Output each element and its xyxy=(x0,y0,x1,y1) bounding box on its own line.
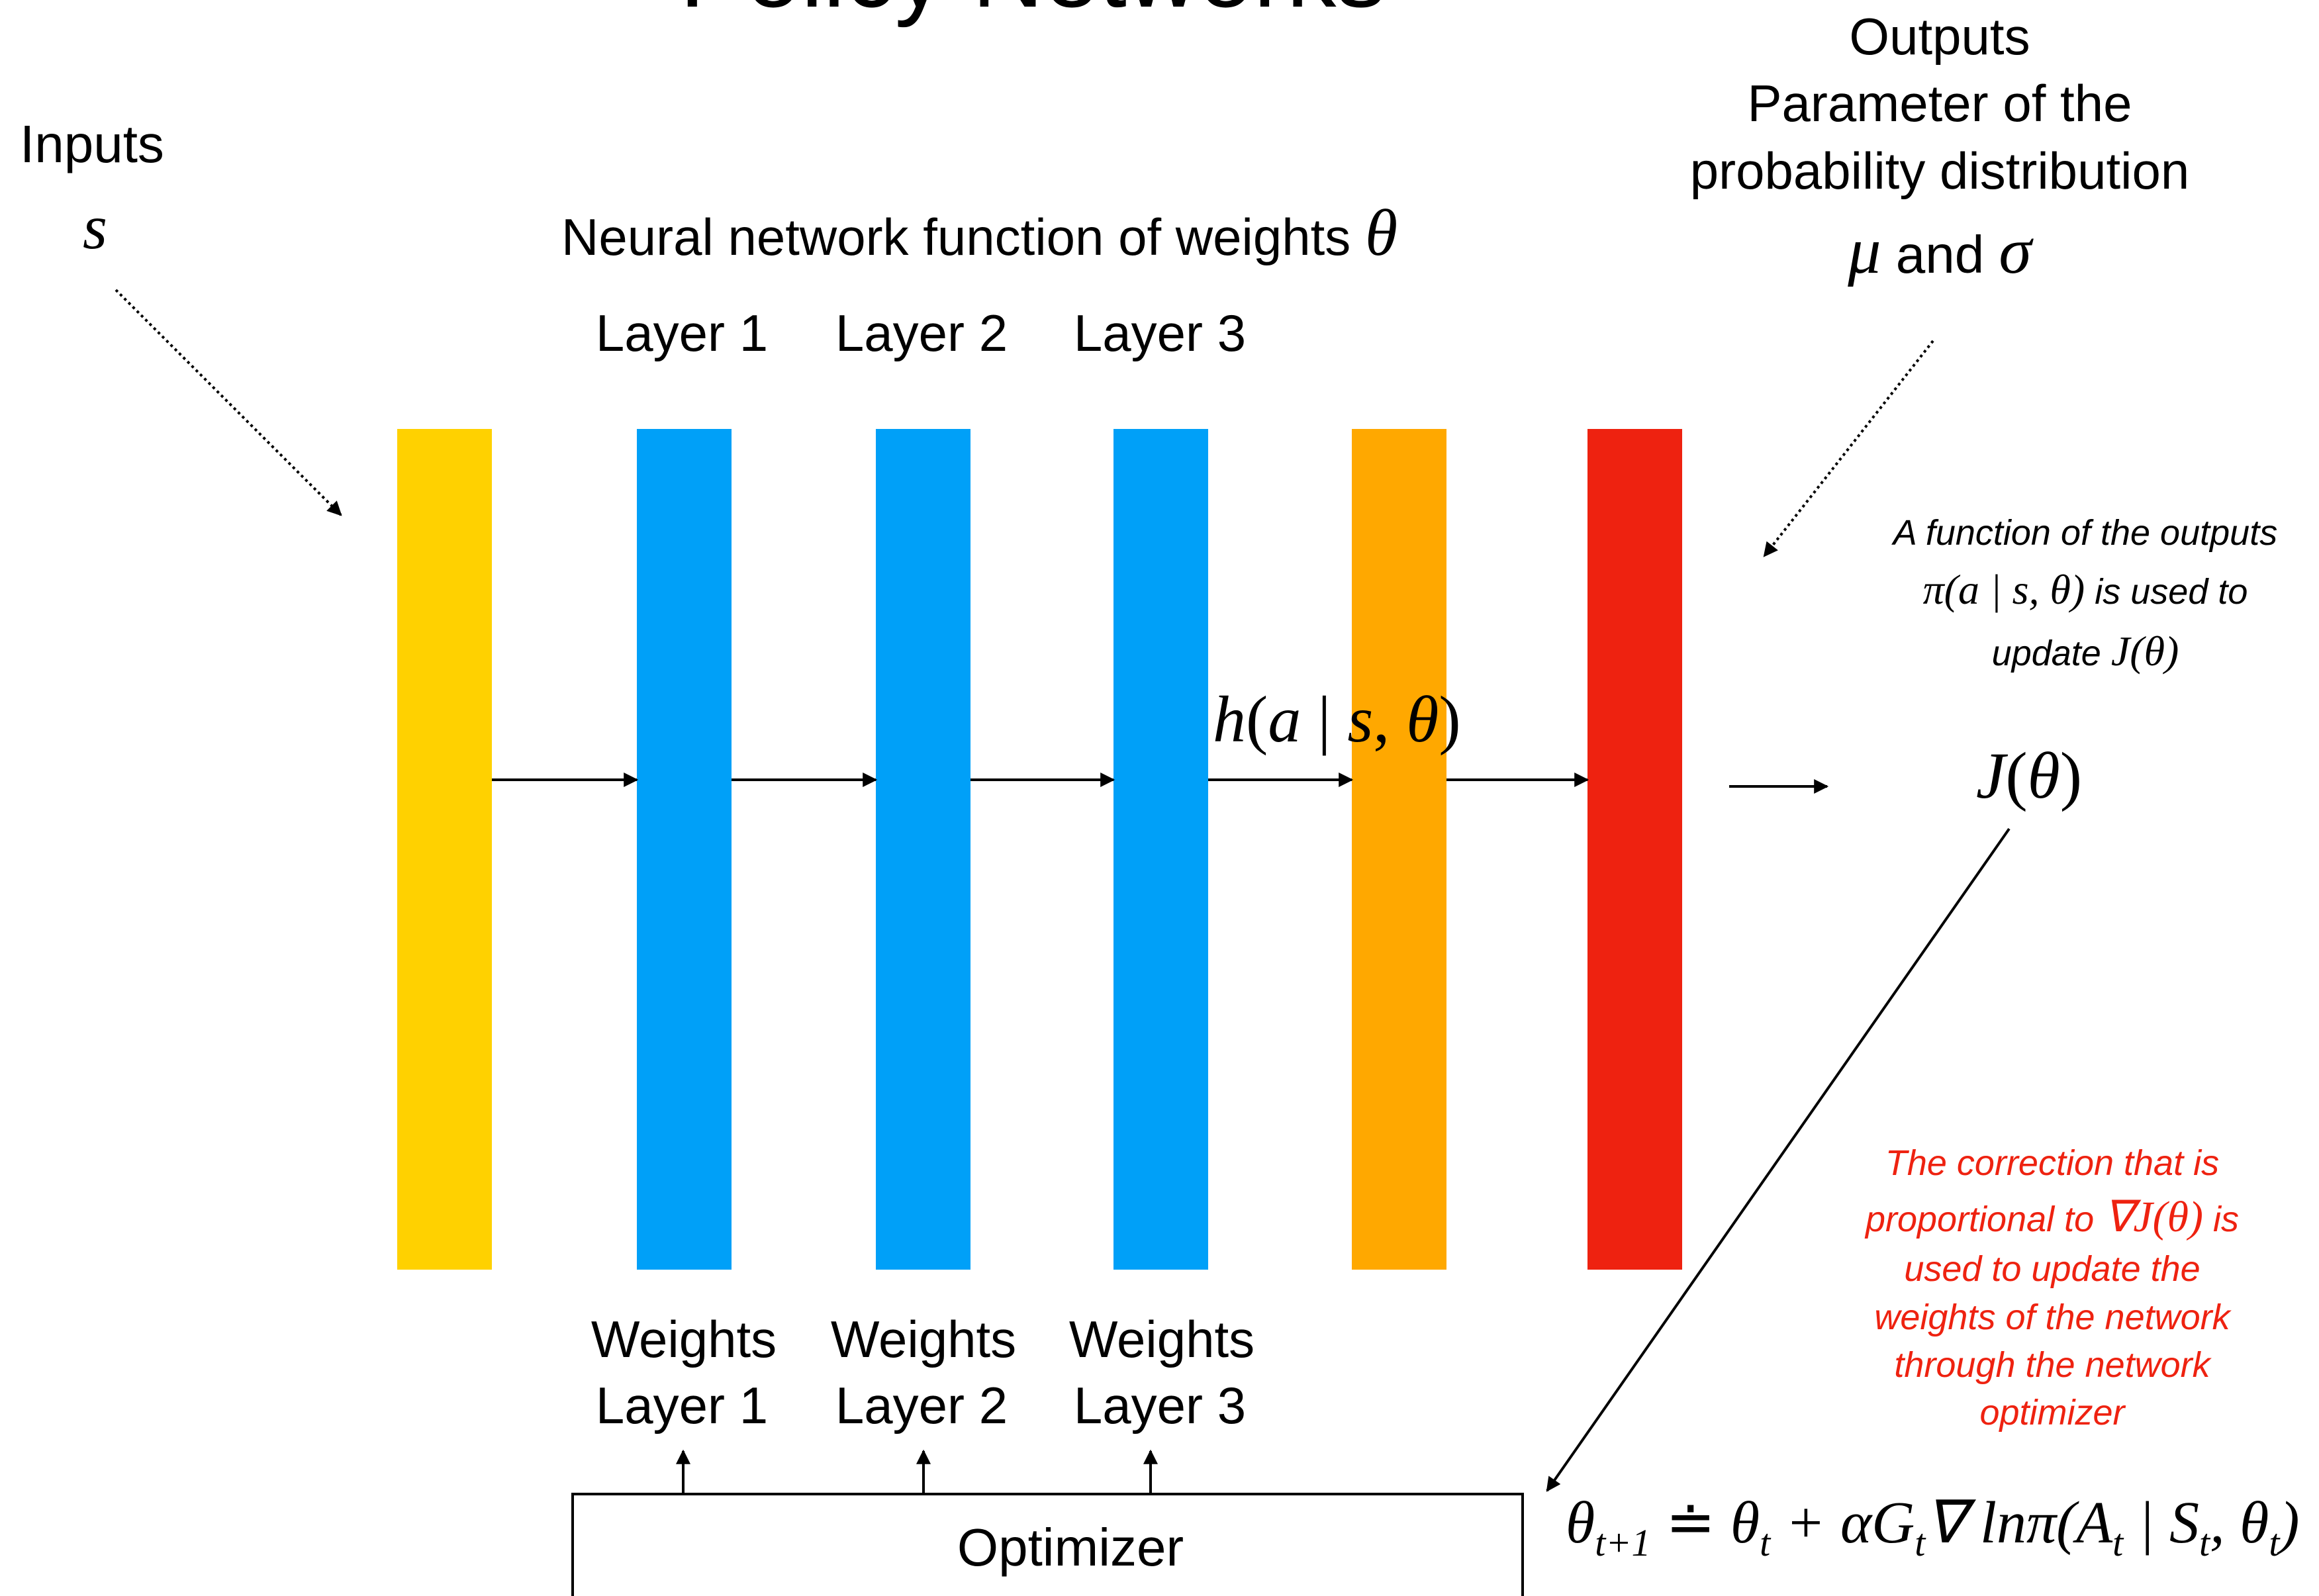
outputs-line2: Parameter of the xyxy=(1748,74,2132,132)
layer-1-label: Layer 1 xyxy=(596,304,768,362)
outputs-note-line2: π(a | s, θ) is used to xyxy=(1923,566,2248,613)
correction-note-line5: through the network xyxy=(1894,1345,2212,1385)
correction-note-line4: weights of the network xyxy=(1874,1297,2232,1337)
optimizer-label: Optimizer xyxy=(957,1518,1184,1577)
and-word: and xyxy=(1896,225,1999,284)
hidden-layer-1-bar xyxy=(637,429,732,1270)
objective-label: J(θ) xyxy=(1976,739,2082,812)
eq-grad-ln-pi: ∇ lnπ(A xyxy=(1925,1490,2113,1556)
j-theta-symbol: θ xyxy=(2028,739,2060,812)
layer-2-label: Layer 2 xyxy=(835,304,1008,362)
h-function-label: h(a | s, θ) xyxy=(1213,682,1461,756)
correction-note-line2-end: is xyxy=(2213,1199,2239,1239)
weights-layer-3-line2: Layer 3 xyxy=(1074,1376,1246,1434)
inputs-symbol: s xyxy=(83,192,107,262)
weights-layer-3-line1: Weights xyxy=(1069,1310,1254,1368)
eq-bar-s: | S xyxy=(2123,1490,2199,1556)
diagram-title: Policy Networks xyxy=(680,0,1386,28)
correction-note-line2-text: proportional to xyxy=(1864,1199,2104,1239)
outputs-note-pi-math: π(a | s, θ) xyxy=(1923,566,2085,613)
hidden-layer-3-bar xyxy=(1113,429,1208,1270)
weights-layer-1-line2: Layer 1 xyxy=(596,1376,768,1434)
eq-theta: θ xyxy=(1566,1490,1595,1556)
eq-plus-alpha-g: + αG xyxy=(1770,1490,1915,1556)
correction-note-grad-math: ∇J(θ) xyxy=(2104,1193,2203,1241)
h-symbol: h xyxy=(1213,682,1246,756)
h-close-paren: ) xyxy=(1439,682,1460,756)
correction-note-line6: optimizer xyxy=(1979,1393,2126,1432)
h-open-paren: ( xyxy=(1246,682,1268,756)
h-bar: | xyxy=(1301,682,1347,756)
weights-layer-1-line1: Weights xyxy=(591,1310,777,1368)
network-label-text: Neural network function of weights xyxy=(561,208,1365,266)
correction-note-line2: proportional to ∇J(θ) is xyxy=(1864,1193,2239,1241)
outputs-line1: Outputs xyxy=(1849,7,2030,66)
eq-doteq: ≐ xyxy=(1650,1490,1730,1556)
eq-sub-t6: t xyxy=(2269,1521,2281,1564)
hidden-layer-2-bar xyxy=(876,429,970,1270)
eq-sub-t4: t xyxy=(2112,1521,2124,1564)
outputs-note-line1: A function of the outputs xyxy=(1891,513,2277,553)
eq-sub-t1: t+1 xyxy=(1595,1521,1650,1564)
outputs-line3: probability distribution xyxy=(1690,142,2189,200)
h-s-symbol: s xyxy=(1347,682,1373,756)
outputs-note-j-math: J(θ) xyxy=(2111,628,2179,675)
inputs-dotted-arrow xyxy=(115,289,342,516)
j-open-paren: ( xyxy=(2005,739,2027,812)
h-theta-symbol: θ xyxy=(1406,682,1439,756)
output-layer-bar xyxy=(1587,429,1682,1270)
inputs-label: Inputs xyxy=(20,115,164,173)
weights-layer-2-line1: Weights xyxy=(831,1310,1016,1368)
pre-output-layer-bar xyxy=(1352,429,1446,1270)
eq-theta2: θ xyxy=(1730,1490,1760,1556)
correction-note-line3: used to update the xyxy=(1904,1249,2200,1289)
outputs-params: μ and σ xyxy=(1847,214,2034,287)
j-symbol: J xyxy=(1976,739,2009,812)
h-comma: , xyxy=(1373,682,1406,756)
weights-layer-2-line2: Layer 2 xyxy=(835,1376,1008,1434)
network-label: Neural network function of weights θ xyxy=(561,196,1397,269)
objective-to-update-arrow xyxy=(1546,827,2011,1492)
eq-sub-t2: t xyxy=(1760,1521,1772,1564)
eq-sub-t5: t xyxy=(2199,1521,2211,1564)
input-layer-bar xyxy=(397,429,492,1270)
layer-3-label: Layer 3 xyxy=(1074,304,1246,362)
j-close-paren: ) xyxy=(2060,739,2082,812)
correction-note-line1: The correction that is xyxy=(1885,1143,2219,1183)
update-rule-equation: θt+1 ≐ θt + αGt∇ lnπ(At | St, θt) xyxy=(1566,1490,2299,1564)
optimizer-box xyxy=(571,1493,1524,1596)
outputs-note-line3: update J(θ) xyxy=(1992,628,2179,675)
mu-symbol: μ xyxy=(1847,214,1881,287)
sigma-symbol: σ xyxy=(1999,214,2034,287)
outputs-dotted-arrow xyxy=(1763,340,1934,557)
eq-comma-theta: , θ xyxy=(2210,1490,2269,1556)
outputs-note-line2-text: is used to xyxy=(2095,572,2248,612)
network-label-theta: θ xyxy=(1365,196,1397,269)
h-a-symbol: a xyxy=(1268,682,1301,756)
outputs-note-line3-text: update xyxy=(1992,634,2111,673)
eq-sub-t3: t xyxy=(1915,1521,1926,1564)
eq-close-paren: ) xyxy=(2276,1490,2299,1556)
